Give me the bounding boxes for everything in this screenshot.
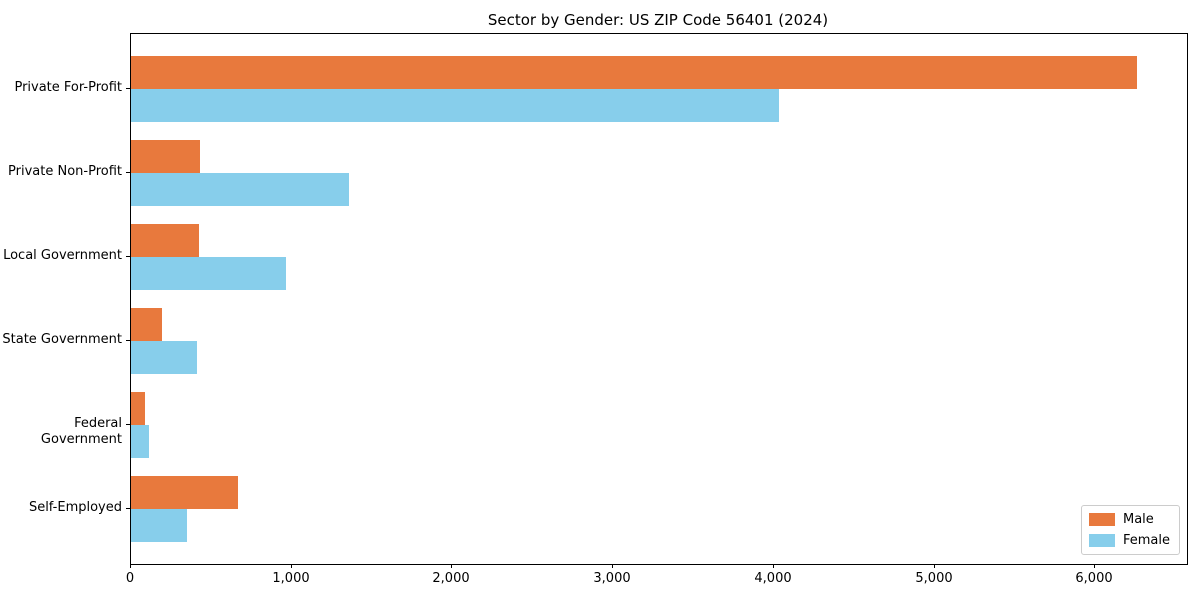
- legend-swatch-male: [1088, 513, 1115, 526]
- y-tick-mark: [126, 88, 130, 89]
- y-label-self-employed: Self-Employed: [28, 500, 122, 515]
- plot-area: Male Female: [130, 33, 1188, 565]
- x-tick-mark: [612, 564, 613, 568]
- x-tick-mark: [934, 564, 935, 568]
- legend-item-female: Female: [1088, 533, 1170, 548]
- x-tick-mark: [773, 564, 774, 568]
- bar-male-private-non-profit: [131, 140, 200, 173]
- x-tick-mark: [1094, 564, 1095, 568]
- y-tick-mark: [126, 172, 130, 173]
- bar-male-federal-government: [131, 392, 145, 425]
- bar-female-state-government: [131, 341, 197, 374]
- bar-female-local-government: [131, 257, 286, 290]
- x-tick-mark: [451, 564, 452, 568]
- y-label-local-government: Local Government: [3, 248, 122, 263]
- legend-swatch-female: [1088, 534, 1115, 547]
- x-tick-label-5000: 5,000: [915, 571, 953, 586]
- bar-female-private-non-profit: [131, 173, 349, 206]
- legend-label-male: Male: [1122, 512, 1154, 527]
- y-label-federal-government: Federal Government: [40, 416, 122, 447]
- bar-female-federal-government: [131, 425, 149, 458]
- y-tick-mark: [126, 424, 130, 425]
- bar-male-local-government: [131, 224, 199, 257]
- chart-title: Sector by Gender: US ZIP Code 56401 (202…: [487, 11, 829, 29]
- y-tick-mark: [126, 508, 130, 509]
- bar-male-self-employed: [131, 476, 238, 509]
- legend-item-male: Male: [1088, 512, 1170, 527]
- legend: Male Female: [1080, 505, 1180, 555]
- x-tick-label-6000: 6,000: [1075, 571, 1113, 586]
- bar-male-state-government: [131, 308, 162, 341]
- bar-female-private-for-profit: [131, 89, 779, 122]
- x-tick-label-3000: 3,000: [593, 571, 631, 586]
- x-tick-label-1000: 1,000: [272, 571, 310, 586]
- x-tick-mark: [291, 564, 292, 568]
- y-label-private-non-profit: Private Non-Profit: [8, 164, 122, 179]
- x-tick-label-4000: 4,000: [754, 571, 792, 586]
- y-label-private-for-profit: Private For-Profit: [14, 80, 122, 95]
- x-tick-label-0: 0: [125, 571, 135, 586]
- bar-male-private-for-profit: [131, 56, 1137, 89]
- y-label-state-government: State Government: [2, 332, 122, 347]
- y-tick-mark: [126, 256, 130, 257]
- x-tick-mark: [130, 564, 131, 568]
- legend-label-female: Female: [1122, 533, 1170, 548]
- x-tick-label-2000: 2,000: [432, 571, 470, 586]
- y-tick-mark: [126, 340, 130, 341]
- bar-female-self-employed: [131, 509, 187, 542]
